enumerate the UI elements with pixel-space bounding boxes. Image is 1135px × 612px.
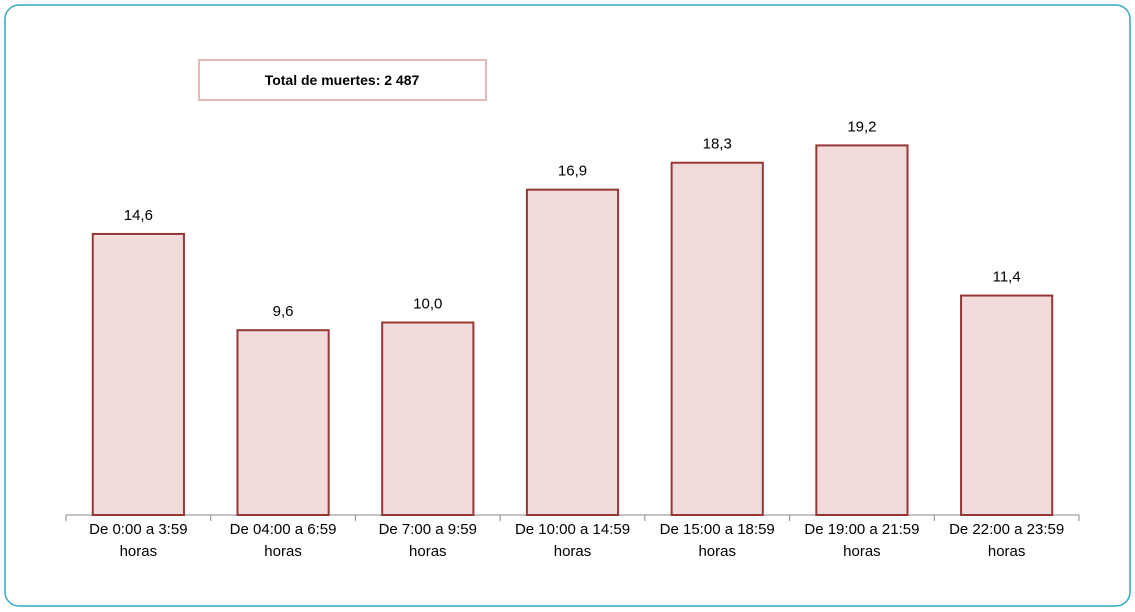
x-tick-label: De 04:00 a 6:59 horas [229,521,337,560]
bar [91,232,185,516]
bar [670,161,764,516]
bar [960,294,1054,516]
x-tick-label: De 10:00 a 14:59 horas [514,521,631,560]
x-tick-label: De 15:00 a 18:59 horas [659,521,775,560]
value-label: 16,9 [558,163,587,180]
value-label: 10,0 [413,296,442,313]
value-label: 14,6 [124,207,153,224]
x-tick-label: De 7:00 a 9:59 horas [378,521,477,560]
bar [236,329,330,517]
frame [4,4,1131,607]
bar [525,188,620,517]
x-tick-label: De 19:00 a 21:59 horas [804,521,920,560]
annotation: Total de muertes: 2 487 [265,72,420,88]
bar [815,144,909,516]
x-tick-label: De 22:00 a 23:59 horas [949,521,1065,560]
value-label: 18,3 [703,136,732,153]
bar [381,321,475,516]
annotation-box [198,59,487,101]
value-label: 9,6 [273,303,294,320]
value-label: 19,2 [847,118,876,135]
value-label: 11,4 [993,269,1021,286]
x-tick-label: De 0:00 a 3:59 horas [89,521,188,560]
